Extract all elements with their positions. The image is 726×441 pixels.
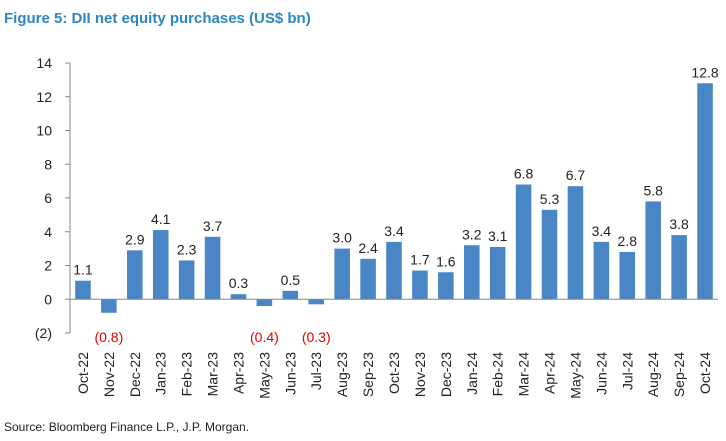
data-labels: 1.1 (0.8) 2.9 4.1 2.3 3.7 0.3 (0.4) 0.5 (0.3) 3.0 2…	[73, 64, 719, 345]
y-tick-label: 4	[44, 224, 52, 240]
y-tick-label: 8	[44, 156, 52, 172]
bar-apr-24	[541, 209, 558, 300]
data-label: (0.4)	[250, 329, 279, 345]
data-label: 3.0	[332, 230, 352, 246]
data-label: 3.4	[592, 223, 612, 239]
bar-apr-23	[230, 294, 247, 300]
data-label: 3.4	[384, 223, 404, 239]
x-tick-label: Sep-23	[360, 352, 376, 397]
data-label: 6.7	[566, 167, 586, 183]
data-label: 0.3	[229, 275, 249, 291]
bar-aug-23	[334, 248, 350, 300]
data-label: 2.3	[177, 241, 197, 257]
x-tick-label: Apr-24	[542, 352, 558, 394]
x-tick-label: Dec-22	[127, 352, 143, 397]
x-tick-label: Sep-24	[671, 352, 687, 397]
x-tick-label: Jun-23	[282, 352, 298, 395]
y-tick-label: 12	[36, 89, 52, 105]
x-tick-label: Nov-23	[412, 352, 428, 397]
data-label: (0.8)	[94, 329, 123, 345]
data-label: 6.8	[514, 166, 534, 182]
data-label: 2.9	[125, 231, 145, 247]
y-tick-label: 14	[36, 55, 52, 71]
bar-jan-23	[152, 230, 169, 300]
x-tick-label: Dec-23	[438, 352, 454, 397]
bar-may-23	[256, 299, 273, 306]
bar-feb-24	[489, 246, 506, 300]
data-label: 12.8	[691, 64, 718, 80]
x-tick-label: Jan-23	[153, 352, 169, 395]
source-note: Source: Bloomberg Finance L.P., J.P. Mor…	[4, 420, 250, 434]
bar-jul-23	[308, 299, 325, 305]
bar-oct-24	[697, 83, 713, 300]
y-axis: (2) 0 2 4 6 8 10 12 14	[35, 55, 71, 341]
bar-jun-24	[593, 241, 610, 300]
x-tick-label: Oct-24	[697, 352, 713, 394]
data-label: 1.6	[436, 253, 456, 269]
y-tick-label: 0	[44, 291, 52, 307]
data-label: 2.4	[358, 240, 378, 256]
y-tick-label: 10	[36, 123, 52, 139]
x-tick-label: Aug-23	[334, 352, 350, 397]
bar-dec-23	[438, 272, 454, 300]
x-tick-label: May-23	[256, 352, 272, 399]
data-label: 1.7	[410, 252, 430, 268]
bar-aug-24	[645, 201, 661, 300]
data-label: 2.8	[618, 233, 638, 249]
bar-nov-22	[101, 299, 117, 313]
y-tick-label: (2)	[35, 325, 52, 341]
bar-mar-24	[515, 184, 532, 300]
data-label: 3.1	[488, 228, 508, 244]
data-label: (0.3)	[302, 329, 331, 345]
bar-series	[75, 83, 713, 313]
x-tick-label: Aug-24	[645, 352, 661, 397]
bar-nov-23	[412, 270, 428, 300]
data-label: 3.2	[462, 226, 482, 242]
bar-mar-23	[204, 236, 221, 300]
x-tick-label: Mar-24	[516, 352, 532, 397]
bar-sep-23	[360, 258, 376, 300]
x-tick-label: Mar-23	[205, 352, 221, 397]
y-tick-label: 2	[44, 258, 52, 274]
y-tick-label: 6	[44, 190, 52, 206]
x-tick-label: Oct-22	[75, 352, 91, 394]
bar-jul-24	[619, 252, 636, 300]
x-tick-label: Jan-24	[464, 352, 480, 395]
bar-jun-23	[282, 290, 299, 300]
bar-dec-22	[127, 250, 143, 300]
x-axis: Oct-22 Nov-22 Dec-22 Jan-23 Feb-23 Mar-23 Apr-…	[70, 298, 718, 399]
x-tick-label: Feb-24	[490, 352, 506, 397]
chart-title: Figure 5: DII net equity purchases (US$ …	[4, 10, 311, 27]
bar-jan-24	[463, 245, 480, 300]
data-label: 0.5	[281, 272, 301, 288]
bar-sep-24	[671, 235, 687, 300]
bar-oct-23	[386, 241, 402, 300]
data-label: 4.1	[151, 211, 171, 227]
data-label: 5.8	[643, 182, 663, 198]
bar-oct-22	[75, 280, 91, 300]
data-label: 5.3	[540, 191, 560, 207]
x-tick-label: Jul-24	[619, 352, 635, 390]
bar-may-24	[567, 186, 584, 300]
data-label: 3.7	[203, 218, 223, 234]
bar-feb-23	[178, 260, 195, 300]
x-tick-label: Apr-23	[230, 352, 246, 394]
data-label: 3.8	[669, 216, 689, 232]
x-tick-label: Oct-23	[386, 352, 402, 394]
x-tick-label: Jul-23	[308, 352, 324, 390]
data-label: 1.1	[73, 262, 93, 278]
x-tick-label: Nov-22	[101, 352, 117, 397]
x-tick-label: Feb-23	[179, 352, 195, 397]
x-tick-label: Jun-24	[593, 352, 609, 395]
x-tick-label: May-24	[567, 352, 583, 399]
